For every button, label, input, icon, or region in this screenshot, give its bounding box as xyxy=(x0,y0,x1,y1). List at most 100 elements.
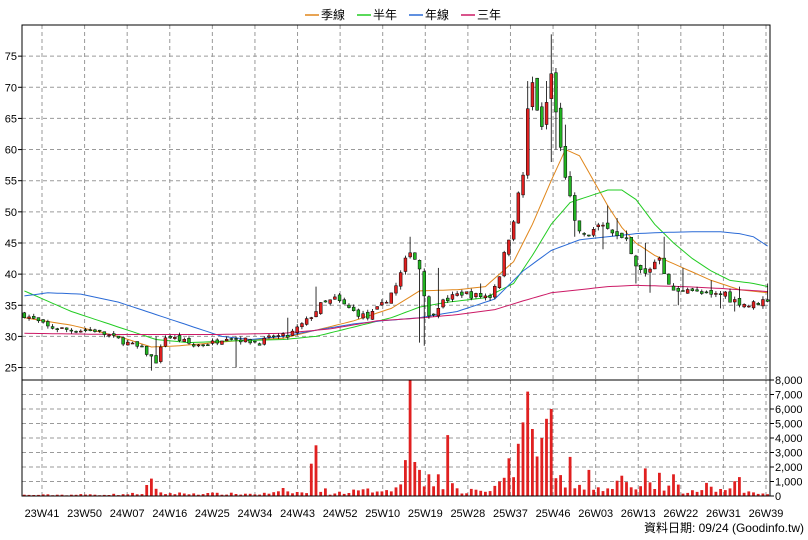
candle-body xyxy=(709,290,713,295)
candle-body xyxy=(384,301,389,304)
volume-bar xyxy=(484,491,487,496)
volume-bar xyxy=(366,488,370,496)
candle-body xyxy=(436,308,441,317)
candle-body xyxy=(671,285,676,291)
candle-body xyxy=(554,72,558,113)
candle-body xyxy=(192,344,196,347)
candle-body xyxy=(351,306,356,311)
volume-bar xyxy=(145,485,149,496)
volume-bar xyxy=(592,489,595,496)
volume-bar xyxy=(531,429,534,496)
candle-body xyxy=(300,323,304,328)
candle-body xyxy=(107,334,111,337)
candle-body xyxy=(74,331,78,333)
candle-body xyxy=(347,304,351,308)
volume-bar xyxy=(733,481,737,496)
candle-body xyxy=(728,291,732,303)
x-tick-label: 26W13 xyxy=(621,508,656,520)
volume-bar xyxy=(309,463,313,496)
candle-body xyxy=(653,261,657,270)
candle-body xyxy=(27,316,31,319)
volume-bar xyxy=(206,493,210,496)
candle-body xyxy=(323,300,328,303)
volume-bar xyxy=(700,490,704,496)
candle-body xyxy=(591,229,596,236)
candle-body xyxy=(149,354,154,357)
volume-bar xyxy=(427,474,431,497)
volume-bar xyxy=(338,491,341,496)
volume-bar xyxy=(253,494,257,496)
volume-bar xyxy=(192,493,196,496)
candle-body xyxy=(257,343,262,346)
volume-bar xyxy=(88,494,92,496)
candle-body xyxy=(605,222,610,229)
volume-bar xyxy=(328,494,332,496)
volume-bar xyxy=(418,469,421,496)
candle-body xyxy=(723,291,727,297)
candle-body xyxy=(370,311,375,320)
candle-body xyxy=(620,232,624,238)
volume-bar xyxy=(41,494,45,496)
volume-bar xyxy=(220,494,224,496)
legend-label-ma_3year: 三年 xyxy=(477,8,501,22)
volume-bar xyxy=(267,493,271,496)
candle-body xyxy=(234,338,238,340)
candle-body xyxy=(676,288,680,292)
candle-body xyxy=(389,292,393,304)
candle-body xyxy=(135,341,139,347)
volume-bar xyxy=(314,445,318,497)
price-axis: 25 30 35 40 45 50 55 60 65 70 75 xyxy=(5,51,22,375)
volume-bar xyxy=(173,494,177,496)
volume-bar xyxy=(606,488,610,496)
volume-bar xyxy=(747,491,751,496)
x-tick-label: 25W19 xyxy=(408,508,443,520)
candle-body xyxy=(460,291,464,296)
candle-body xyxy=(643,268,648,274)
volume-bar xyxy=(352,489,355,496)
candle-body xyxy=(196,344,201,347)
volume-frame xyxy=(21,379,771,497)
volume-bar xyxy=(389,491,393,496)
x-tick-label: 26W31 xyxy=(706,508,741,520)
volume-bar xyxy=(596,487,600,496)
volume-bar xyxy=(469,488,473,496)
volume-bar xyxy=(154,488,158,496)
volume-bar xyxy=(93,494,97,496)
volume-bar xyxy=(493,485,497,496)
volume-bar xyxy=(286,491,290,496)
volume-bar xyxy=(305,493,308,496)
candle-body xyxy=(319,302,323,314)
volume-bar xyxy=(728,488,732,496)
candle-body xyxy=(121,337,125,345)
candle-body xyxy=(163,337,168,347)
price-tick-label: 35 xyxy=(5,300,17,312)
volume-bar xyxy=(643,468,647,496)
volume-tick-label: 7,000 xyxy=(775,390,803,402)
volume-bar xyxy=(488,491,492,496)
volume-bar xyxy=(554,478,558,496)
candle-body xyxy=(50,326,55,329)
x-tick-label: 24W34 xyxy=(238,508,273,520)
candle-body xyxy=(681,290,685,292)
candle-body xyxy=(446,297,450,301)
volume-bar xyxy=(182,493,186,496)
candle-body xyxy=(544,102,549,125)
candle-body xyxy=(427,296,431,317)
candle-body xyxy=(41,319,45,323)
candle-body xyxy=(610,229,615,234)
volume-bar xyxy=(394,487,398,496)
candle-body xyxy=(130,342,135,345)
volume-bar xyxy=(187,494,191,496)
volume-bar xyxy=(201,494,205,496)
volume-bar xyxy=(347,493,351,496)
candle-body xyxy=(380,302,384,306)
candle-body xyxy=(629,237,633,255)
price-tick-label: 25 xyxy=(5,363,17,375)
candle-body xyxy=(563,146,568,178)
volume-bar xyxy=(587,469,591,496)
volume-bar xyxy=(648,482,652,496)
candle-body xyxy=(304,318,309,325)
volume-bar xyxy=(178,492,181,496)
volume-bar xyxy=(502,477,506,496)
candle-body xyxy=(210,340,215,344)
